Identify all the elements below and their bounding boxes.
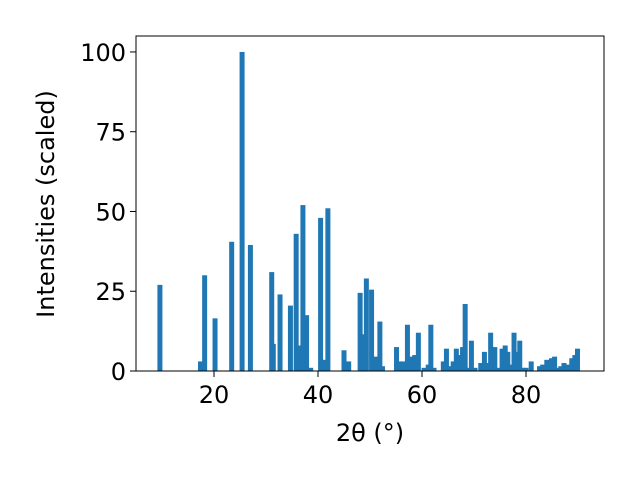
- bar: [492, 347, 498, 371]
- bar: [555, 367, 561, 371]
- bar: [357, 292, 363, 371]
- x-tick-label: 40: [303, 381, 334, 409]
- bar: [425, 364, 431, 371]
- bar: [277, 294, 283, 371]
- bar: [514, 351, 520, 371]
- y-tick-label: 100: [80, 39, 126, 67]
- bar: [239, 51, 245, 371]
- y-tick-label: 25: [95, 278, 126, 306]
- bar: [443, 348, 449, 371]
- x-tick-label: 80: [511, 381, 542, 409]
- bar: [447, 366, 453, 371]
- bar: [485, 363, 491, 371]
- bar: [359, 334, 365, 371]
- bar: [341, 350, 347, 371]
- y-axis-label: Intensities (scaled): [32, 90, 60, 318]
- bar: [304, 315, 310, 371]
- bar: [397, 361, 403, 371]
- bar: [468, 340, 474, 371]
- bar: [502, 345, 508, 371]
- bar: [537, 366, 543, 371]
- bar: [308, 367, 314, 371]
- bar: [481, 351, 487, 371]
- bar: [363, 278, 369, 371]
- bar: [540, 364, 546, 371]
- bar: [212, 318, 218, 371]
- bar: [379, 366, 385, 371]
- bar: [197, 361, 203, 371]
- bar: [520, 367, 526, 371]
- bar: [300, 205, 306, 371]
- bar: [574, 348, 580, 371]
- bar: [369, 289, 375, 371]
- bar: [466, 367, 472, 371]
- bar: [157, 284, 163, 371]
- bar: [456, 355, 462, 371]
- y-tick-label: 0: [111, 358, 126, 386]
- bar: [499, 348, 505, 371]
- bar: [460, 347, 466, 371]
- bar: [408, 356, 414, 371]
- x-axis-label: 2θ (°): [336, 419, 404, 447]
- bar: [229, 241, 235, 371]
- bar: [421, 367, 427, 371]
- bar: [488, 332, 494, 371]
- bar: [318, 217, 324, 371]
- bar: [450, 361, 456, 371]
- bar: [412, 355, 418, 371]
- bar: [511, 332, 517, 371]
- bar: [462, 304, 468, 371]
- bar: [496, 367, 502, 371]
- bar: [404, 324, 410, 371]
- bar: [440, 361, 446, 371]
- bar: [517, 340, 523, 371]
- y-tick-label: 50: [95, 198, 126, 226]
- bar: [400, 361, 406, 371]
- bar: [478, 363, 484, 371]
- y-axis-ticks: 0 25 50 75 100: [80, 39, 136, 386]
- bar: [565, 364, 571, 371]
- bar: [431, 367, 437, 371]
- bar: [453, 348, 459, 371]
- bar: [346, 361, 352, 371]
- bar: [528, 361, 534, 371]
- bar: [508, 364, 514, 371]
- bar: [287, 305, 293, 371]
- y-tick-label: 75: [95, 119, 126, 147]
- bar: [269, 272, 275, 371]
- bar: [293, 233, 299, 371]
- bar: [552, 356, 558, 371]
- bar: [377, 321, 383, 371]
- bar-series: [157, 51, 580, 371]
- bar: [572, 355, 578, 371]
- bar: [270, 343, 276, 371]
- bar: [325, 208, 331, 371]
- bar: [544, 359, 550, 371]
- x-tick-label: 20: [199, 381, 230, 409]
- bar: [523, 367, 529, 371]
- plot-frame: [135, 35, 605, 372]
- bar: [558, 366, 564, 371]
- bar: [415, 332, 421, 371]
- bar: [548, 358, 554, 371]
- bar: [569, 358, 575, 371]
- bar: [561, 363, 567, 371]
- bar: [202, 275, 208, 371]
- bar: [394, 347, 400, 371]
- x-tick-label: 60: [407, 381, 438, 409]
- bar: [505, 351, 511, 371]
- bar: [428, 324, 434, 371]
- bar: [296, 345, 302, 371]
- x-axis-ticks: 20 40 60 80: [199, 371, 542, 409]
- bar: [472, 367, 478, 371]
- bar: [247, 244, 253, 371]
- bar: [373, 356, 379, 371]
- bar: [322, 359, 328, 371]
